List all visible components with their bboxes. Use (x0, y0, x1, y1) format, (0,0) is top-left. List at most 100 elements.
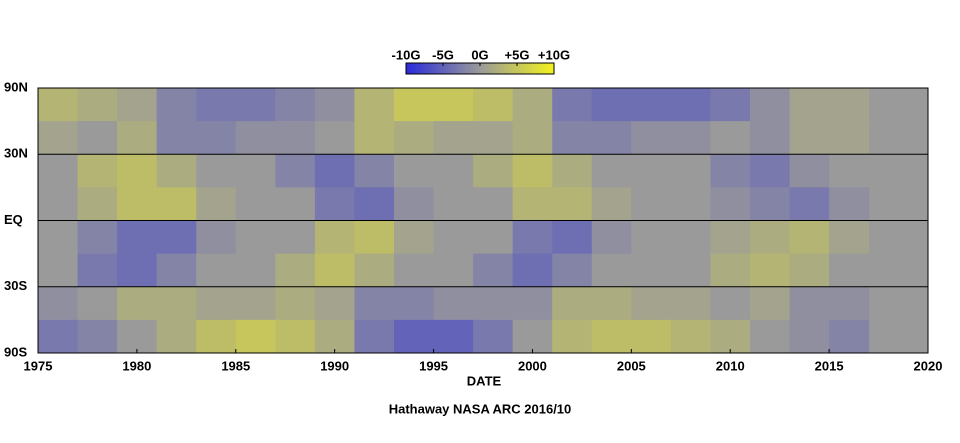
colorbar-swatch (452, 63, 456, 74)
heat-cell (710, 286, 751, 321)
heat-cell (275, 154, 316, 188)
heat-cell (196, 286, 237, 321)
heat-cell (38, 286, 79, 321)
chart-title: Hathaway NASA ARC 2016/10 (389, 401, 572, 416)
colorbar-swatch (430, 63, 434, 74)
heat-cell (275, 187, 316, 221)
heat-cell (77, 154, 118, 188)
colorbar-swatch (470, 63, 473, 74)
heat-cell (750, 319, 791, 354)
colorbar-swatch (541, 63, 545, 74)
heat-cell (196, 88, 237, 122)
heat-cell (275, 220, 316, 255)
heat-cell (552, 121, 593, 155)
colorbar-swatch (536, 63, 540, 74)
heat-cell (433, 319, 474, 354)
heat-cell (354, 220, 395, 255)
heat-cell (670, 121, 711, 155)
heat-cell (750, 220, 791, 255)
colorbar-swatch (526, 63, 530, 74)
colorbar-swatch (415, 63, 419, 74)
x-tick-label: 1985 (221, 358, 250, 373)
heat-cell (275, 88, 316, 122)
heat-cell (591, 154, 632, 188)
colorbar-swatch (433, 63, 436, 74)
heat-cell (38, 187, 79, 221)
heat-cell (156, 154, 197, 188)
colorbar-swatch (455, 63, 459, 74)
colorbar-tick-label: 0G (471, 47, 488, 62)
colorbar-swatch (514, 63, 518, 74)
heat-cell (117, 319, 158, 354)
heat-cell (750, 88, 791, 122)
heat-cell (77, 253, 118, 288)
colorbar-swatch (482, 63, 486, 74)
heat-cell (631, 154, 672, 188)
heat-cell (670, 88, 711, 122)
colorbar-swatch (440, 63, 444, 74)
heat-cell (512, 220, 553, 255)
heat-cell (77, 187, 118, 221)
colorbar-swatch (428, 63, 432, 74)
heat-cell (275, 121, 316, 155)
heat-cell (38, 220, 79, 255)
heat-cell (117, 88, 158, 122)
colorbar-swatch (475, 63, 478, 74)
colorbar-swatch (539, 63, 543, 74)
colorbar-swatch (467, 63, 471, 74)
heat-cell (670, 187, 711, 221)
colorbar-swatch (512, 63, 515, 74)
heat-cell (275, 319, 316, 354)
heat-cell (275, 253, 316, 288)
heat-cell (829, 88, 870, 122)
heat-cell (235, 220, 276, 255)
colorbar-swatch (443, 63, 446, 74)
heat-cell (512, 319, 553, 354)
colorbar-swatch (546, 63, 550, 74)
heat-cell (354, 187, 395, 221)
heat-cell (710, 187, 751, 221)
heat-cell (354, 253, 395, 288)
heat-cell (156, 187, 197, 221)
heat-cell (394, 154, 435, 188)
y-tick-label: 30S (4, 278, 27, 293)
heat-cell (314, 154, 355, 188)
heat-cell (591, 319, 632, 354)
heat-cell (433, 286, 474, 321)
heat-cell (314, 319, 355, 354)
colorbar-swatch (492, 63, 496, 74)
heat-cell (196, 187, 237, 221)
heat-cell (512, 121, 553, 155)
heat-cell (394, 220, 435, 255)
colorbar-swatch (549, 63, 552, 74)
heat-cell (631, 286, 672, 321)
colorbar-tick-label: +5G (505, 47, 530, 62)
heat-cell (354, 154, 395, 188)
y-tick-label: 30N (4, 146, 28, 161)
x-tick-label: 1995 (419, 358, 448, 373)
heat-cell (512, 88, 553, 122)
heat-cell (77, 319, 118, 354)
heat-cell (750, 154, 791, 188)
heat-cell (670, 253, 711, 288)
heat-cell (433, 220, 474, 255)
heat-cell (591, 121, 632, 155)
colorbar-swatch (480, 63, 483, 74)
x-tick-label: 2015 (815, 358, 844, 373)
heat-cell (117, 286, 158, 321)
colorbar-swatch (460, 63, 464, 74)
heat-cell (631, 121, 672, 155)
heat-cell (473, 187, 514, 221)
heat-cell (38, 88, 79, 122)
colorbar-swatch (502, 63, 506, 74)
heat-cell (591, 220, 632, 255)
heat-cell (710, 88, 751, 122)
heat-cell (77, 220, 118, 255)
heat-cell (552, 220, 593, 255)
heat-cell (789, 220, 830, 255)
heat-cell (512, 154, 553, 188)
heat-cell (394, 121, 435, 155)
heat-cell (394, 187, 435, 221)
heat-cell (196, 253, 237, 288)
colorbar-swatch (435, 63, 439, 74)
